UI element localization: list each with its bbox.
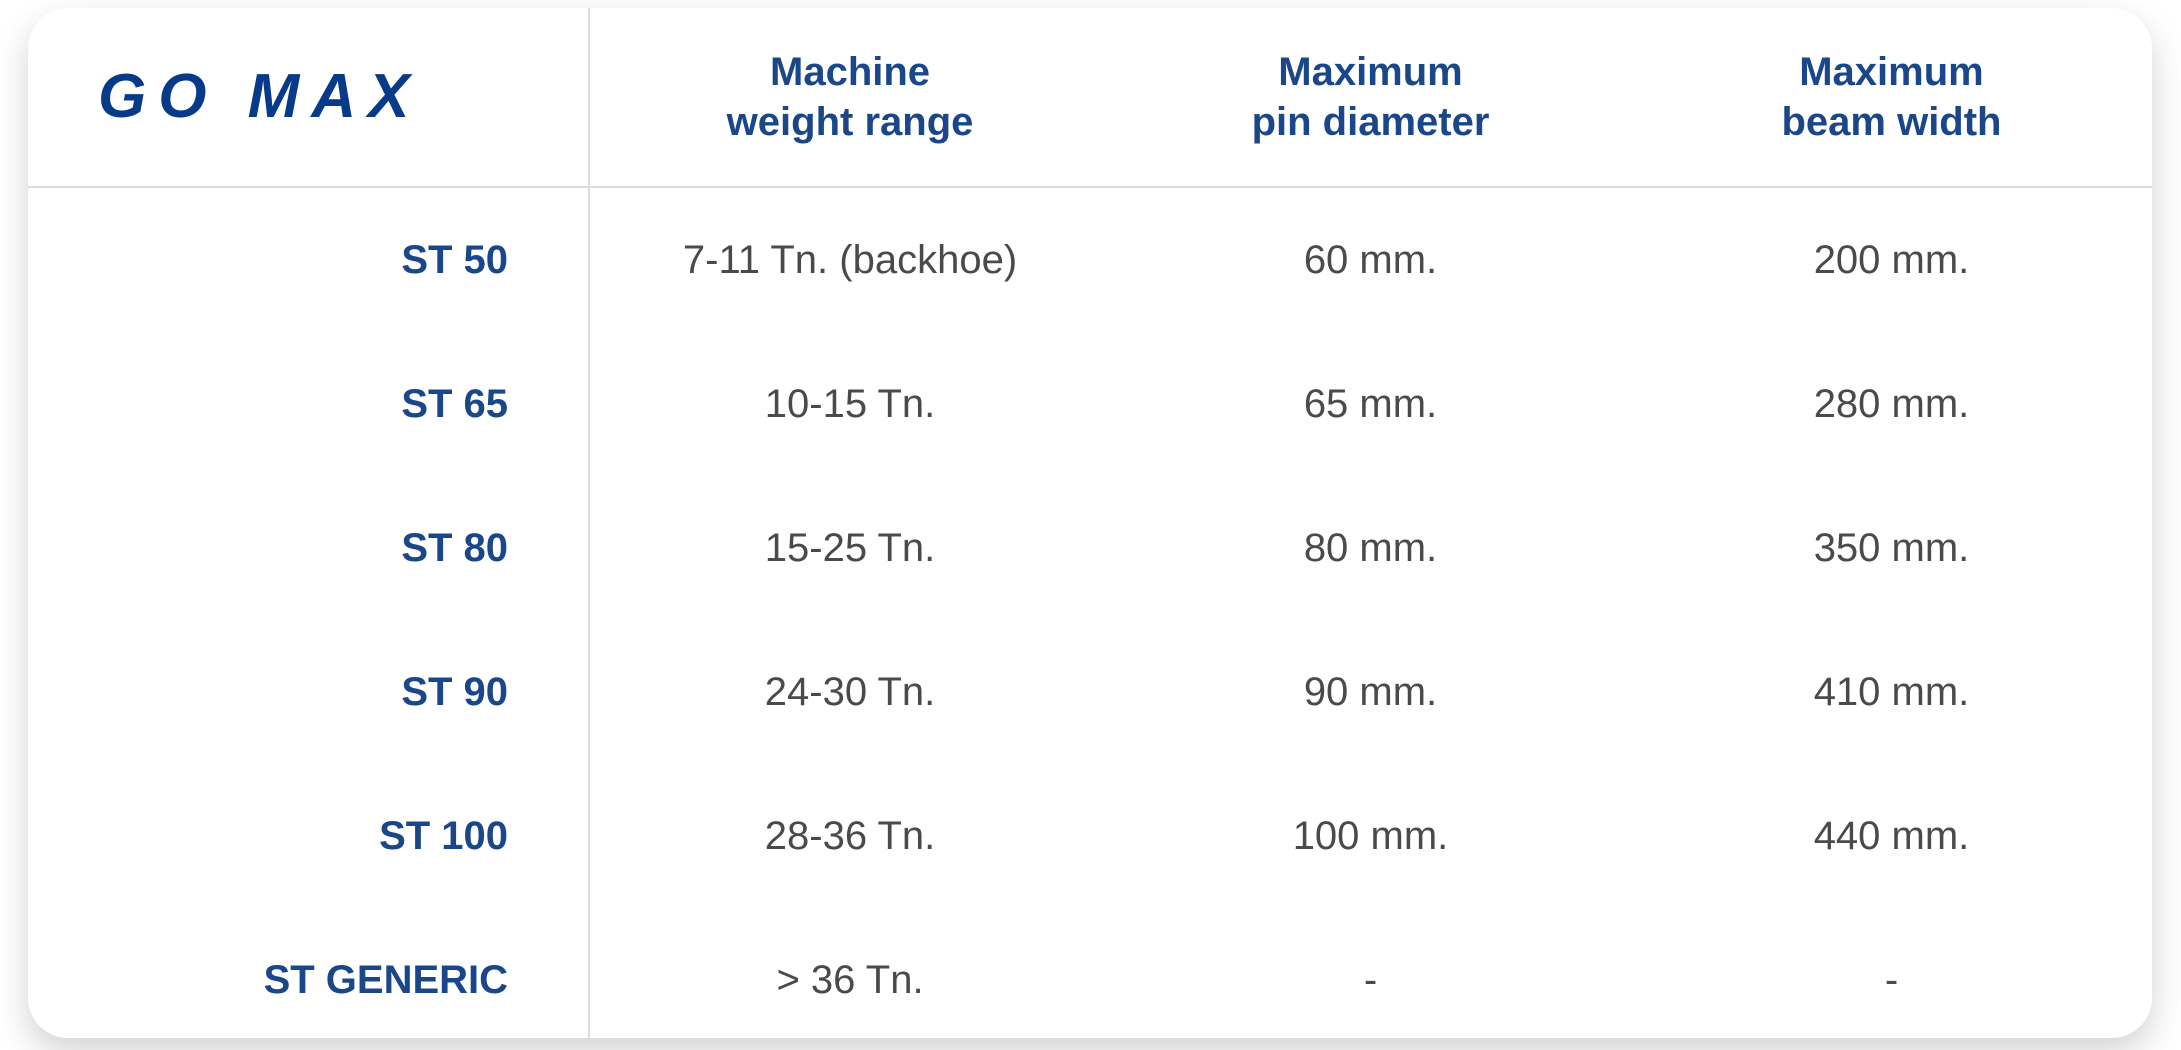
col-header-weight: Machine weight range (589, 8, 1110, 187)
beam-cell: 200 mm. (1631, 187, 2152, 332)
model-cell: ST 90 (28, 620, 589, 764)
model-cell: ST GENERIC (28, 908, 589, 1038)
beam-cell: 440 mm. (1631, 764, 2152, 908)
model-cell: ST 65 (28, 332, 589, 476)
col-header-line1: Machine (770, 50, 930, 94)
pin-cell: 65 mm. (1110, 332, 1631, 476)
beam-cell: 350 mm. (1631, 476, 2152, 620)
col-header-line2: beam width (1781, 100, 2001, 144)
col-header-line1: Maximum (1799, 50, 1984, 94)
weight-cell: 15-25 Tn. (589, 476, 1110, 620)
beam-cell: - (1631, 908, 2152, 1038)
col-header-line1: Maximum (1278, 50, 1463, 94)
weight-cell: 24-30 Tn. (589, 620, 1110, 764)
table-row: ST GENERIC > 36 Tn. - - (28, 908, 2152, 1038)
pin-cell: - (1110, 908, 1631, 1038)
beam-cell: 410 mm. (1631, 620, 2152, 764)
header-row: GO MAX Machine weight range Maximum pin … (28, 8, 2152, 187)
table-row: ST 100 28-36 Tn. 100 mm. 440 mm. (28, 764, 2152, 908)
pin-cell: 60 mm. (1110, 187, 1631, 332)
beam-cell: 280 mm. (1631, 332, 2152, 476)
col-header-beam: Maximum beam width (1631, 8, 2152, 187)
col-header-line2: weight range (727, 100, 974, 144)
brand-logo: GO MAX (98, 62, 421, 131)
logo-cell: GO MAX (28, 8, 589, 187)
spec-table: GO MAX Machine weight range Maximum pin … (28, 8, 2152, 1038)
table-row: ST 50 7-11 Tn. (backhoe) 60 mm. 200 mm. (28, 187, 2152, 332)
col-header-line2: pin diameter (1252, 100, 1490, 144)
pin-cell: 90 mm. (1110, 620, 1631, 764)
model-cell: ST 80 (28, 476, 589, 620)
model-cell: ST 50 (28, 187, 589, 332)
weight-cell: 28-36 Tn. (589, 764, 1110, 908)
pin-cell: 100 mm. (1110, 764, 1631, 908)
col-header-pin: Maximum pin diameter (1110, 8, 1631, 187)
table-row: ST 65 10-15 Tn. 65 mm. 280 mm. (28, 332, 2152, 476)
table-row: ST 90 24-30 Tn. 90 mm. 410 mm. (28, 620, 2152, 764)
weight-cell: 10-15 Tn. (589, 332, 1110, 476)
model-cell: ST 100 (28, 764, 589, 908)
table-row: ST 80 15-25 Tn. 80 mm. 350 mm. (28, 476, 2152, 620)
weight-cell: 7-11 Tn. (backhoe) (589, 187, 1110, 332)
pin-cell: 80 mm. (1110, 476, 1631, 620)
weight-cell: > 36 Tn. (589, 908, 1110, 1038)
spec-card: GO MAX Machine weight range Maximum pin … (28, 8, 2152, 1038)
